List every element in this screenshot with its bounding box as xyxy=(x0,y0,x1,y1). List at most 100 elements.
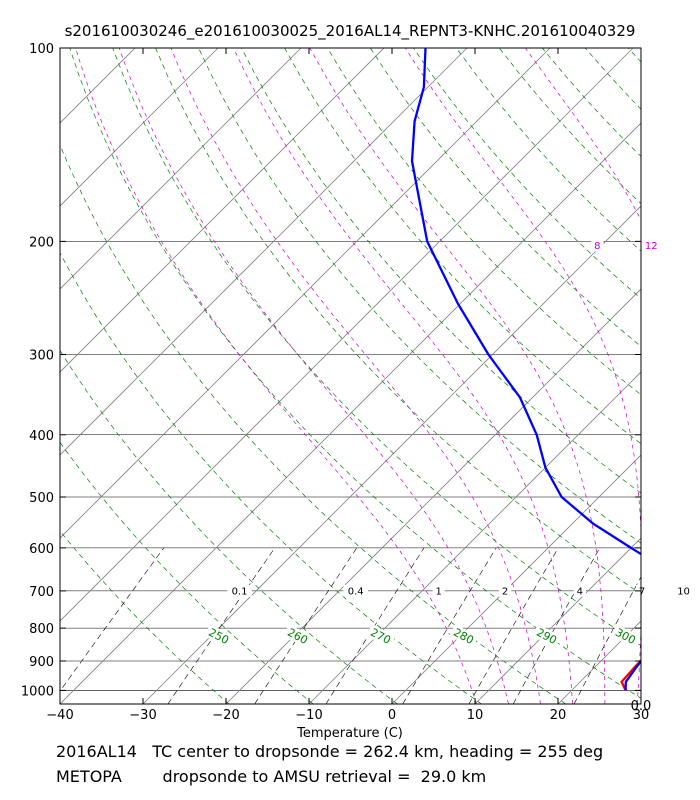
y-tick-label: 600 xyxy=(29,542,54,557)
moist-adiabat-20 xyxy=(233,48,573,704)
y-tick-label: 100 xyxy=(29,42,54,57)
svg-text:12: 12 xyxy=(645,241,658,252)
y-tick-label: 300 xyxy=(29,348,54,363)
svg-text:10: 10 xyxy=(677,586,690,597)
moist-adiabat-label-12: 12 xyxy=(642,239,661,252)
isotherm--80 xyxy=(60,48,385,373)
caption-line-1: 2016AL14 TC center to dropsonde = 262.4 … xyxy=(56,742,604,761)
isotherm--50 xyxy=(60,48,634,622)
mixing-ratio-line-0.1 xyxy=(60,547,165,692)
mixing-ratio-line-4 xyxy=(402,547,497,704)
mixing-ratio-label-10: 10 xyxy=(674,584,693,597)
svg-text:7: 7 xyxy=(639,586,645,597)
mixing-ratio-label-7: 7 xyxy=(635,584,649,597)
isotherm-20 xyxy=(557,620,641,704)
x-tick-label: 10 xyxy=(467,708,484,723)
svg-text:4: 4 xyxy=(577,586,583,597)
dry-adiabat-320 xyxy=(155,48,641,595)
caption-line-2: METOPA dropsonde to AMSU retrieval = 29.… xyxy=(56,767,487,786)
isotherm--110 xyxy=(60,48,136,124)
series-line-2 xyxy=(410,48,641,691)
dry-adiabat-410 xyxy=(542,48,641,157)
profile-lines xyxy=(410,48,700,691)
dry-adiabat-330 xyxy=(198,48,641,544)
svg-text:0.1: 0.1 xyxy=(232,586,248,597)
axes: −40 −30 −20 −10 0 10 20 30 100 200 300 400 500 600 700… xyxy=(21,42,649,723)
mixing-ratio-label-2: 2 xyxy=(499,584,512,597)
isotherm--40 xyxy=(60,122,641,704)
svg-text:1: 1 xyxy=(436,586,442,597)
dry-adiabat-290 xyxy=(60,144,566,704)
isotherm--70 xyxy=(60,48,468,456)
moist-adiabat-24 xyxy=(309,48,606,704)
isotherm-0 xyxy=(391,454,641,704)
dry-adiabat-270 xyxy=(60,349,398,704)
dry-adiabat-390 xyxy=(456,48,641,252)
moist-adiabat-8 xyxy=(75,48,477,704)
dry-adiabat-280 xyxy=(60,252,482,704)
background-grid xyxy=(0,48,700,704)
series-line-4 xyxy=(660,591,700,679)
moist-adiabat-12 xyxy=(118,48,509,704)
x-tick-label: −10 xyxy=(295,708,322,723)
y-tick-label: 400 xyxy=(29,429,54,444)
corner-label: 0.0 xyxy=(631,699,652,714)
moist-adiabat-32 xyxy=(525,48,641,221)
dry-adiabat-400 xyxy=(499,48,641,205)
x-tick-label: 0 xyxy=(388,708,396,723)
x-tick-label: 30 xyxy=(633,708,650,723)
dry-adiabat-label-260: 260 xyxy=(282,624,313,649)
isotherm--120 xyxy=(0,48,52,704)
y-tick-label: 700 xyxy=(29,585,54,600)
dry-adiabat-350 xyxy=(284,48,641,445)
svg-text:2: 2 xyxy=(502,586,508,597)
isotherm--90 xyxy=(60,48,302,290)
isotherm--30 xyxy=(142,205,641,704)
mixing-ratio-line-2 xyxy=(325,547,425,704)
dry-adiabat-260 xyxy=(60,441,314,704)
mixing-ratio-label-1: 1 xyxy=(432,584,445,597)
dry-adiabat-430 xyxy=(627,48,641,63)
moist-adiabat-16 xyxy=(170,48,541,704)
dry-adiabat-300 xyxy=(69,48,641,699)
isotherm--60 xyxy=(60,48,551,539)
dry-adiabat-250 xyxy=(60,530,230,704)
dry-adiabat-380 xyxy=(413,48,641,300)
plot-frame xyxy=(59,47,642,705)
dry-adiabat-310 xyxy=(112,48,641,647)
x-axis-label: Temperature (C) xyxy=(296,726,403,741)
x-tick-label: −30 xyxy=(129,708,156,723)
dry-adiabat-420 xyxy=(584,48,641,110)
svg-text:0.4: 0.4 xyxy=(348,586,364,597)
mixing-ratio-label-0.1: 0.1 xyxy=(227,584,252,597)
dry-adiabat-label-290: 290 xyxy=(531,624,562,649)
chart-title: s201610030246_e201610030025_2016AL14_REP… xyxy=(64,22,636,40)
y-tick-label: 200 xyxy=(29,235,54,250)
isopleth-labels: 81216202428320.10.4124710162502602702802… xyxy=(204,239,693,649)
series-line-3 xyxy=(652,591,700,676)
isotherm--10 xyxy=(308,371,641,704)
isotherm--100 xyxy=(60,48,219,207)
x-tick-label: 20 xyxy=(550,708,567,723)
mixing-ratio-label-4: 4 xyxy=(573,584,586,597)
y-tick-label: 800 xyxy=(29,622,54,637)
dry-adiabat-370 xyxy=(370,48,641,347)
isotherm--20 xyxy=(225,288,641,704)
isotherm-10 xyxy=(474,537,641,704)
y-tick-label: 900 xyxy=(29,655,54,670)
isotherm-30 xyxy=(640,703,641,704)
mixing-ratio-line-1 xyxy=(254,547,358,704)
y-tick-label: 500 xyxy=(29,491,54,506)
y-tick-label: 1000 xyxy=(21,684,54,699)
mixing-ratio-line-10 xyxy=(512,547,601,704)
moist-adiabat-label-8: 8 xyxy=(591,239,604,252)
mixing-ratio-line-16 xyxy=(573,576,641,704)
svg-text:8: 8 xyxy=(594,241,600,252)
x-tick-label: −40 xyxy=(46,708,73,723)
dry-adiabat-label-280: 280 xyxy=(448,624,479,649)
x-tick-label: −20 xyxy=(212,708,239,723)
mixing-ratio-line-7 xyxy=(468,547,559,704)
mixing-ratio-label-0.4: 0.4 xyxy=(343,584,369,597)
dry-adiabat-440 xyxy=(671,48,700,704)
